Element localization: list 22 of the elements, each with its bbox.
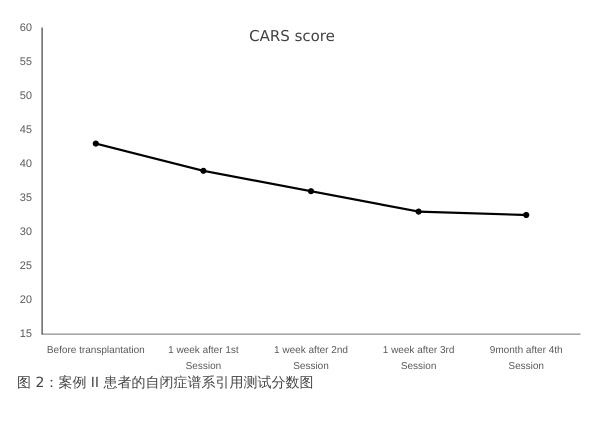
x-tick-label: Before transplantation — [46, 344, 145, 356]
y-tick-label: 55 — [20, 56, 32, 68]
y-tick-label: 40 — [20, 158, 32, 170]
point — [308, 188, 314, 194]
y-tick-label: 45 — [20, 124, 32, 136]
point — [92, 140, 99, 147]
x-tick-label: 1 week after 2nd Session — [274, 344, 348, 372]
y-tick-label: 25 — [20, 260, 32, 272]
y-tick-label: 15 — [20, 328, 32, 340]
x-tick-label: 9month after 4th Session — [490, 344, 563, 372]
y-tick-label: 35 — [20, 192, 32, 204]
caption: 图 2：案例 II 患者的自闭症谱系引用测试分数图 — [17, 374, 314, 392]
x-tick-label: 1 week after 3rd Session — [382, 344, 454, 372]
y-tick-label: 20 — [20, 294, 32, 306]
chart-title: CARS score — [249, 26, 335, 45]
point — [416, 208, 422, 215]
point — [523, 212, 530, 218]
y-tick-label: 30 — [20, 226, 32, 238]
x-tick-label: 1 week after 1st Session — [168, 344, 239, 372]
y-tick-label: 60 — [20, 22, 32, 34]
y-tick-label: 50 — [20, 90, 32, 102]
point — [200, 168, 206, 174]
